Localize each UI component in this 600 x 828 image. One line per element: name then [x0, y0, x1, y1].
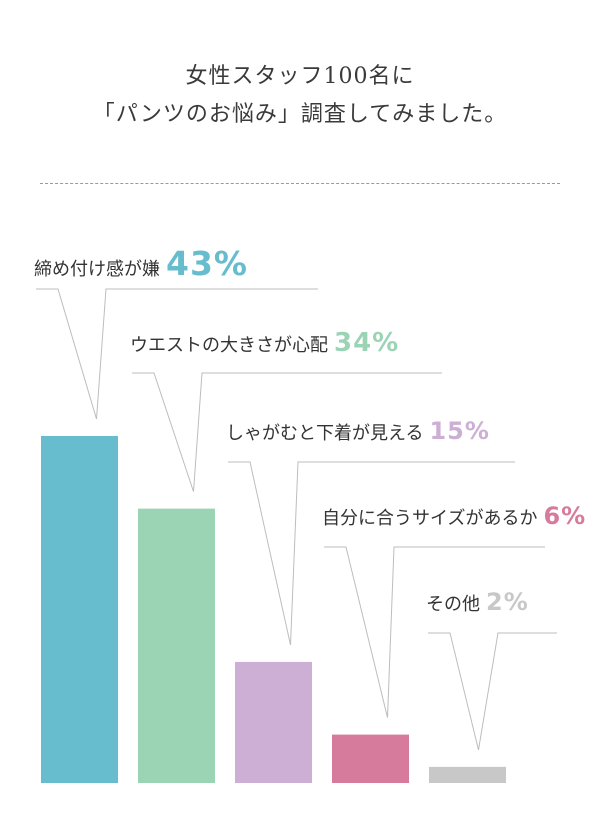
callout-line-2 — [132, 372, 442, 492]
value-label-2: 34% — [334, 328, 400, 358]
category-label-2: ウエストの大きさが心配 — [130, 335, 328, 356]
callout-line-4 — [324, 546, 545, 718]
category-label-5: その他 — [426, 594, 480, 615]
bar-label-2: ウエストの大きさが心配 34% — [130, 328, 399, 358]
bar-4 — [332, 734, 409, 783]
bar-5 — [429, 766, 506, 783]
bar-label-3: しゃがむと下着が見える 15% — [226, 417, 490, 445]
value-label-3: 15% — [429, 417, 490, 445]
callout-line-3 — [228, 461, 515, 646]
value-label-5: 2% — [486, 588, 529, 616]
category-label-4: 自分に合うサイズがあるか — [322, 508, 538, 529]
chart-title-line1: 女性スタッフ100名に — [185, 64, 415, 89]
bar-2 — [138, 508, 215, 783]
bars — [41, 436, 506, 783]
dashed-divider — [40, 183, 560, 184]
bar-1 — [41, 436, 118, 783]
bar-3 — [235, 661, 312, 783]
category-label-1: 締め付け感が嫌 — [34, 259, 160, 280]
value-label-1: 43% — [166, 244, 248, 283]
chart-title: 女性スタッフ100名に 「パンツのお悩み」調査してみました。 — [0, 58, 600, 134]
bar-label-1: 締め付け感が嫌 43% — [34, 244, 248, 283]
chart-title-line2: 「パンツのお悩み」調査してみました。 — [92, 102, 508, 127]
value-label-4: 6% — [543, 502, 587, 530]
bar-label-4: 自分に合うサイズがあるか 6% — [322, 502, 586, 530]
category-label-3: しゃがむと下着が見える — [226, 423, 424, 444]
callout-line-1 — [36, 288, 318, 420]
callout-line-5 — [428, 632, 557, 750]
callout-lines — [36, 288, 557, 750]
bar-label-5: その他 2% — [426, 588, 529, 616]
